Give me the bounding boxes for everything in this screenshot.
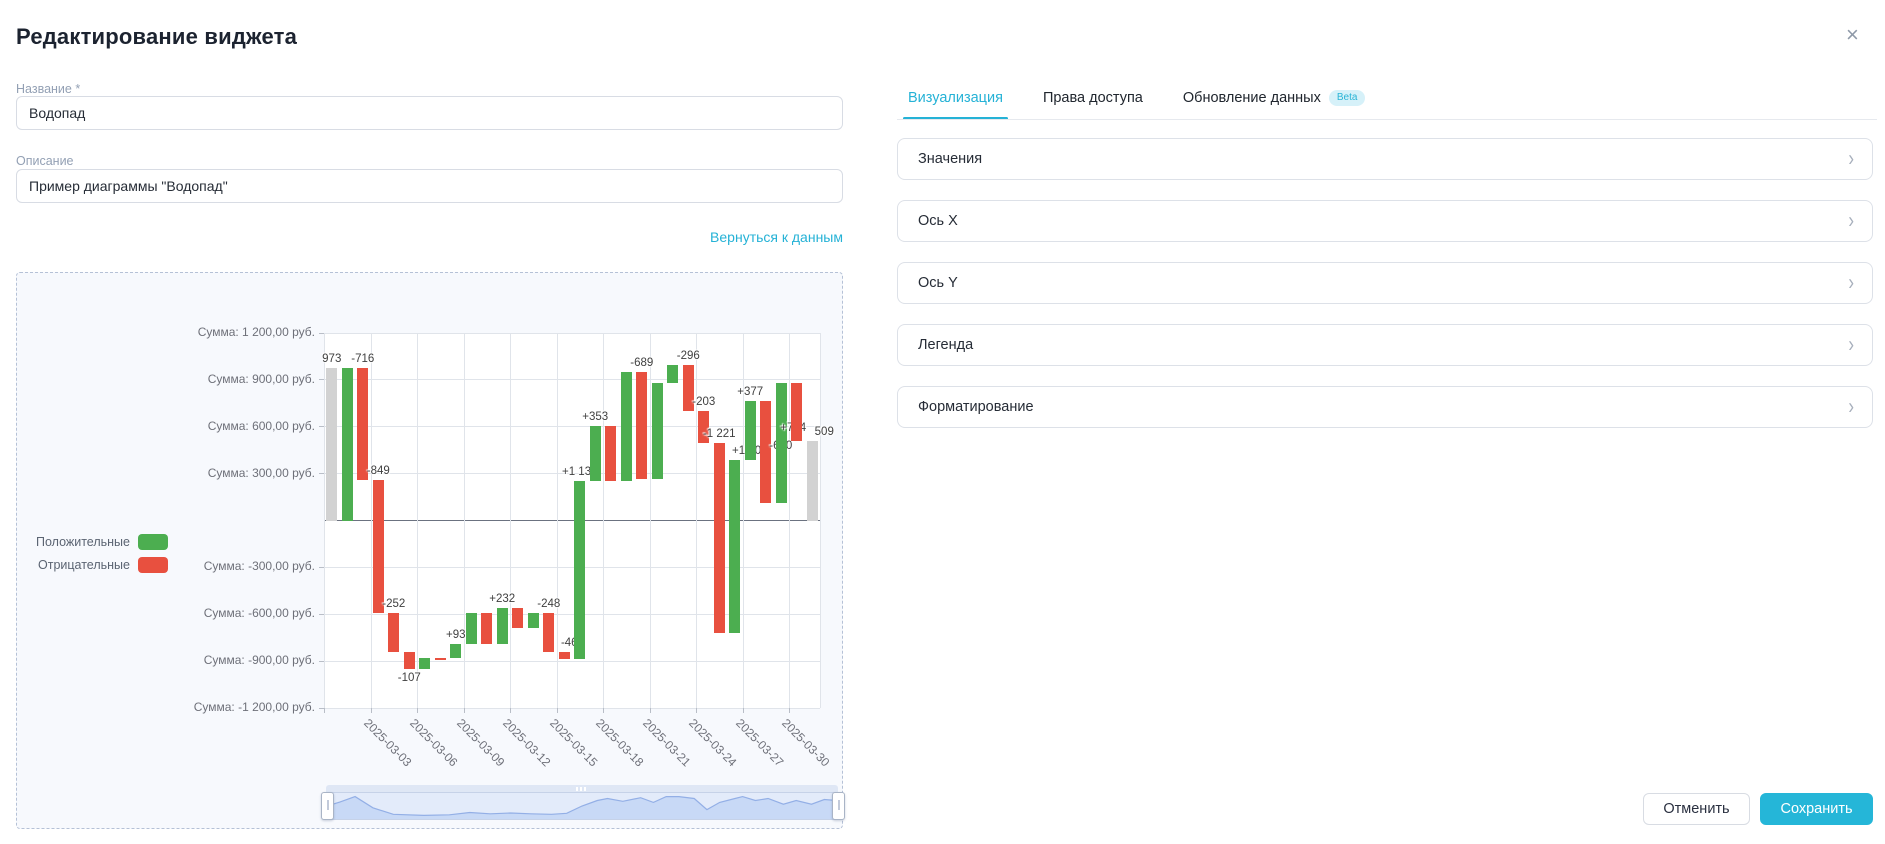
close-icon[interactable]: × bbox=[1846, 22, 1859, 47]
accordion-values-label: Значения bbox=[918, 151, 983, 167]
save-button[interactable]: Сохранить bbox=[1760, 793, 1873, 825]
chart-legend: Положительные Отрицательные bbox=[28, 532, 168, 578]
tab-data-refresh[interactable]: Обновление данных Beta bbox=[1178, 88, 1371, 120]
tab-bar-divider bbox=[897, 119, 1877, 120]
accordion-formatting[interactable]: Форматирование › bbox=[897, 386, 1873, 428]
accordion-formatting-label: Форматирование bbox=[918, 399, 1034, 415]
chevron-right-icon: › bbox=[1848, 270, 1854, 295]
minimap-drag-bar[interactable] bbox=[326, 785, 838, 792]
tab-access-rights[interactable]: Права доступа bbox=[1038, 88, 1148, 120]
legend-label-negative: Отрицательные bbox=[38, 558, 130, 572]
chevron-right-icon: › bbox=[1848, 208, 1854, 233]
accordion-legend-label: Легенда bbox=[918, 337, 974, 353]
chevron-right-icon: › bbox=[1848, 332, 1854, 357]
legend-item-positive[interactable]: Положительные bbox=[28, 532, 168, 552]
minimap-area[interactable] bbox=[326, 792, 838, 820]
accordion-legend[interactable]: Легенда › bbox=[897, 324, 1873, 366]
tab-access-rights-label: Права доступа bbox=[1042, 90, 1143, 106]
minimap-right-handle[interactable] bbox=[832, 792, 845, 820]
accordion-y-axis[interactable]: Ось Y › bbox=[897, 262, 1873, 304]
chevron-right-icon: › bbox=[1848, 394, 1854, 419]
name-field[interactable] bbox=[16, 96, 843, 130]
accordion-x-axis-label: Ось X bbox=[918, 213, 958, 229]
chevron-right-icon: › bbox=[1848, 146, 1854, 171]
name-field-label: Название * bbox=[16, 82, 81, 96]
accordion-y-axis-label: Ось Y bbox=[918, 275, 958, 291]
accordion-values[interactable]: Значения › bbox=[897, 138, 1873, 180]
tab-visualization-label: Визуализация bbox=[908, 90, 1003, 106]
back-to-data-link[interactable]: Вернуться к данным bbox=[710, 229, 843, 245]
minimap-chart bbox=[326, 793, 838, 819]
page-title: Редактирование виджета bbox=[16, 24, 298, 49]
cancel-button[interactable]: Отменить bbox=[1643, 793, 1750, 825]
tab-data-refresh-label: Обновление данных bbox=[1182, 90, 1321, 106]
accordion-x-axis[interactable]: Ось X › bbox=[897, 200, 1873, 242]
legend-label-positive: Положительные bbox=[35, 535, 130, 549]
legend-chip-positive bbox=[138, 534, 168, 550]
description-field[interactable] bbox=[16, 169, 843, 203]
legend-chip-negative bbox=[138, 557, 168, 573]
legend-item-negative[interactable]: Отрицательные bbox=[28, 555, 168, 575]
minimap-left-handle[interactable] bbox=[321, 792, 334, 820]
tab-bar: Визуализация Права доступа Обновление да… bbox=[903, 88, 1370, 120]
minimap-grip-icon bbox=[576, 787, 590, 791]
description-field-label: Описание bbox=[16, 154, 74, 168]
tab-visualization[interactable]: Визуализация bbox=[903, 88, 1008, 120]
beta-badge: Beta bbox=[1328, 90, 1366, 106]
